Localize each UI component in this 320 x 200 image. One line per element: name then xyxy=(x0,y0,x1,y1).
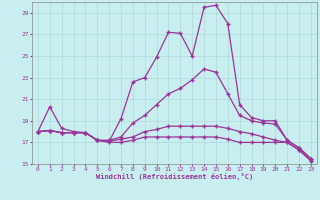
X-axis label: Windchill (Refroidissement éolien,°C): Windchill (Refroidissement éolien,°C) xyxy=(96,173,253,180)
